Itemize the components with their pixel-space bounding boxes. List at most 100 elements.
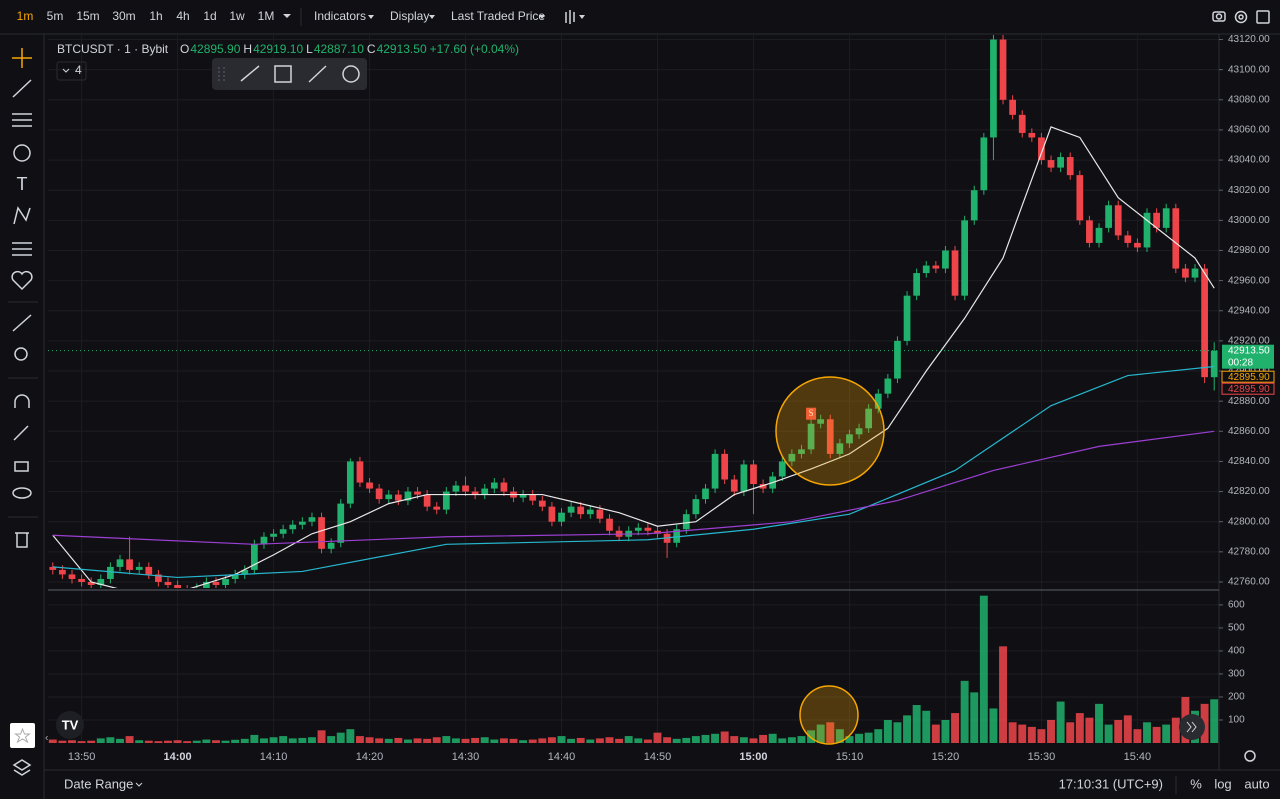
chart-type-button[interactable] [565, 10, 585, 24]
volume-bar [1123, 715, 1132, 743]
interval-button[interactable]: 15m [76, 9, 99, 23]
fav-ray[interactable] [308, 65, 327, 83]
volume-bar [999, 646, 1007, 743]
candle-body [135, 566, 143, 570]
collapse-button[interactable] [56, 61, 87, 81]
svg-text:TV: TV [62, 717, 79, 732]
axis-settings[interactable] [1244, 750, 1256, 762]
candle-body [126, 559, 133, 570]
layers-button[interactable] [12, 759, 32, 776]
candle-body [634, 527, 642, 531]
candle-body [558, 512, 565, 522]
interval-button[interactable]: 1m [17, 9, 34, 23]
scale-button[interactable]: log [1214, 776, 1231, 791]
shapes-tool[interactable] [13, 144, 31, 162]
visibility-tool[interactable] [12, 487, 32, 499]
indicator-count: 4 [75, 63, 82, 77]
candle-body [78, 578, 85, 582]
scale-button[interactable]: % [1190, 776, 1202, 791]
favorite-button[interactable] [10, 723, 35, 748]
candle-body [778, 461, 786, 477]
volume-bar [951, 713, 960, 743]
volume-bar [1162, 724, 1171, 743]
volume-bar [1095, 703, 1103, 743]
fav-circle[interactable] [342, 65, 360, 83]
volume-bar [499, 738, 508, 743]
menu-display[interactable]: Display [390, 9, 429, 23]
candle-body [932, 265, 940, 269]
volume-bar [807, 730, 816, 743]
candle-body [231, 574, 239, 579]
candle-body [903, 295, 911, 341]
y-tick-label: 42980.00 [1228, 245, 1270, 256]
prediction-tool[interactable] [12, 242, 32, 256]
interval-button[interactable]: 1d [203, 9, 216, 23]
volume-bar [643, 739, 652, 743]
candle-body [990, 39, 997, 138]
candle-body [577, 506, 585, 515]
favorites-tool[interactable] [11, 270, 33, 291]
interval-button[interactable]: 30m [112, 9, 135, 23]
candle-body [366, 482, 373, 489]
candle-body [1210, 350, 1218, 378]
volume-bar [461, 738, 470, 743]
interval-button[interactable]: 4h [176, 9, 189, 23]
snapshot-button[interactable] [1212, 11, 1226, 22]
y-tick-label: 42780.00 [1228, 546, 1270, 557]
candle-body [251, 544, 258, 570]
fav-trendline[interactable] [240, 65, 260, 82]
candle-body [750, 464, 757, 485]
candle-body [1105, 205, 1112, 228]
date-range[interactable]: Date Range [64, 776, 133, 791]
volume-tick-label: 300 [1228, 669, 1245, 680]
scroll-left[interactable]: ‹ [45, 733, 48, 744]
text-tool[interactable]: T [17, 174, 28, 194]
fav-rectangle[interactable] [274, 65, 292, 83]
interval-button[interactable]: 5m [47, 9, 64, 23]
candle-body [1057, 157, 1064, 168]
trendline-tool[interactable] [12, 79, 32, 98]
magnet-tool[interactable] [14, 394, 30, 408]
draw-mode-tool[interactable] [13, 425, 29, 441]
highlight-circle [775, 376, 885, 486]
volume-bar [730, 736, 739, 743]
star-icon [14, 727, 31, 744]
patterns-tool[interactable] [13, 206, 31, 225]
volume-bar [989, 708, 998, 743]
volume-bar [260, 738, 268, 743]
candle-body [394, 494, 402, 501]
crosshair-tool[interactable] [12, 48, 32, 68]
interval-dropdown[interactable] [283, 14, 291, 18]
interval-button[interactable]: 1h [149, 9, 162, 23]
volume-bar [691, 736, 700, 743]
interval-button[interactable]: 1M [258, 9, 275, 23]
lock-tool[interactable] [14, 461, 29, 472]
lines-tool[interactable] [12, 113, 32, 127]
ruler-tool[interactable] [12, 314, 32, 332]
caret [135, 782, 143, 787]
candle-body [1009, 99, 1016, 115]
candle-body [145, 566, 153, 575]
scale-button[interactable]: auto [1244, 776, 1269, 791]
candle-body [222, 578, 229, 585]
menu-price-source[interactable]: Last Traded Price [451, 9, 545, 23]
y-tick-label: 42760.00 [1228, 577, 1270, 588]
volume-bar [1200, 703, 1209, 743]
volume-bar [941, 719, 950, 743]
candle-body [951, 250, 959, 296]
fullscreen-button[interactable] [1256, 10, 1270, 24]
settings-button[interactable] [1234, 10, 1248, 24]
candle-body [567, 506, 575, 513]
interval-button[interactable]: 1w [229, 9, 245, 23]
candle-body [817, 419, 825, 424]
scroll-right-button[interactable] [1179, 714, 1205, 740]
volume-bar [269, 737, 278, 743]
volume-bar [720, 731, 729, 743]
candle-body [788, 453, 796, 462]
volume-bar [1018, 724, 1027, 743]
delete-tool[interactable] [15, 532, 29, 548]
menu-indicators[interactable]: Indicators [314, 9, 366, 23]
volume-bar [432, 737, 441, 743]
zoom-tool[interactable] [14, 347, 28, 361]
